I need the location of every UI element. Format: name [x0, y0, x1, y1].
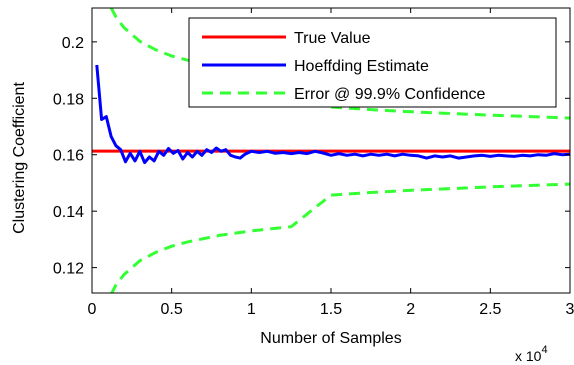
y-tick-label: 0.18: [53, 91, 84, 108]
legend-label-hoeffding-estimate: Hoeffding Estimate: [294, 58, 429, 75]
series-error-upper: [109, 8, 570, 120]
x-tick-label: 1: [247, 301, 256, 318]
y-tick-label: 0.12: [53, 261, 84, 278]
x-tick-label: 2.5: [479, 301, 501, 318]
y-tick-label: 0.14: [53, 204, 84, 221]
x-tick-label: 0: [88, 301, 97, 318]
y-tick-label: 0.2: [62, 35, 84, 52]
x-tick-label: 2: [406, 301, 415, 318]
series-error-lower: [110, 182, 570, 293]
series-hoeffding-estimate: [95, 64, 570, 165]
x-tick-label: 3: [566, 301, 574, 318]
x-multiplier-exponent: 4: [541, 344, 547, 356]
legend-box: [188, 17, 557, 108]
y-axis-label: Clustering Coefficient: [11, 82, 28, 234]
x-axis-label: Number of Samples: [260, 330, 401, 347]
legend-label-true-value: True Value: [294, 30, 371, 47]
legend-label-error: Error @ 99.9% Confidence: [294, 86, 486, 103]
y-tick-label: 0.16: [53, 148, 84, 165]
x-axis-multiplier: x 104: [515, 344, 548, 364]
x-tick-label: 0.5: [161, 301, 183, 318]
x-multiplier-base: x 10: [515, 348, 542, 364]
legend: True Value Hoeffding Estimate Error @ 99…: [188, 17, 557, 108]
x-tick-label: 1.5: [320, 301, 342, 318]
